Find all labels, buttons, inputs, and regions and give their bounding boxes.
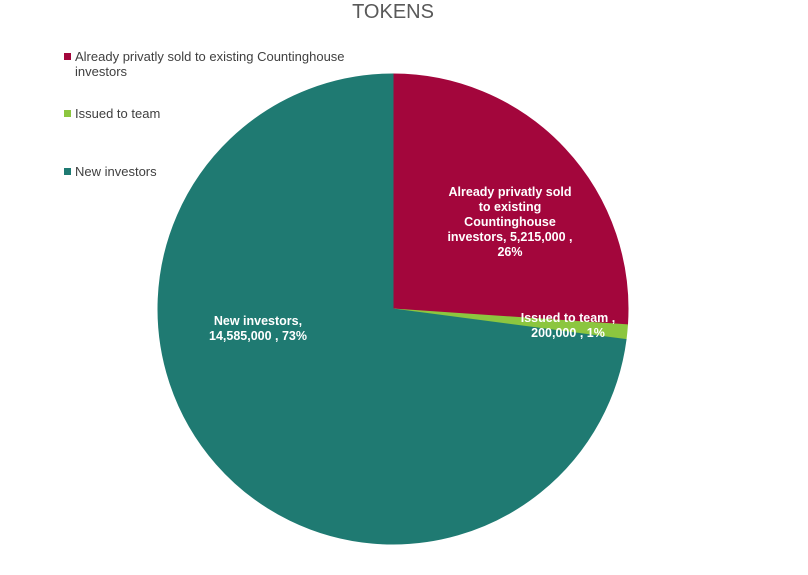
slice-labels: Already privatly sold to existing Counting… bbox=[209, 185, 615, 343]
slice-label-line: Already privatly sold bbox=[449, 185, 572, 199]
slice-label-line: 200,000 , 1% bbox=[531, 326, 605, 340]
slice-label-line: Issued to team , bbox=[521, 311, 615, 325]
pie-slices bbox=[157, 73, 629, 545]
slice-label-line: 26% bbox=[497, 245, 522, 259]
legend-swatch bbox=[64, 53, 71, 60]
slice-label-line: Countinghouse bbox=[464, 215, 556, 229]
legend-label-line: New investors bbox=[75, 164, 157, 179]
slice-label-0: Already privatly sold to existing Counting… bbox=[447, 185, 572, 259]
pie-slice-2 bbox=[157, 73, 627, 545]
legend-item-1: Issued to team bbox=[64, 106, 160, 121]
slice-label-line: investors, 5,215,000 , bbox=[447, 230, 572, 244]
legend-item-0: Already privatly sold to existing Counti… bbox=[64, 49, 345, 79]
legend-label-line: Already privatly sold to existing Counti… bbox=[75, 49, 345, 64]
legend-label-line: investors bbox=[75, 64, 128, 79]
slice-label-line: to existing bbox=[479, 200, 542, 214]
chart-title: TOKENS bbox=[352, 1, 434, 23]
legend-swatch bbox=[64, 110, 71, 117]
slice-label-1: Issued to team , 200,000 , 1% bbox=[521, 311, 615, 340]
legend-label: New investors bbox=[75, 164, 157, 179]
pie-slice-0 bbox=[392, 73, 629, 326]
legend-swatch bbox=[64, 168, 71, 175]
slice-label-line: New investors, bbox=[214, 314, 302, 328]
legend-label: Already privatly sold to existing Counti… bbox=[75, 49, 345, 79]
legend-label: Issued to team bbox=[75, 106, 160, 121]
legend: Already privatly sold to existing Counti… bbox=[64, 49, 345, 179]
legend-label-line: Issued to team bbox=[75, 106, 160, 121]
slice-label-2: New investors, 14,585,000 , 73% bbox=[209, 314, 307, 343]
legend-item-2: New investors bbox=[64, 164, 157, 179]
slice-label-line: 14,585,000 , 73% bbox=[209, 329, 307, 343]
